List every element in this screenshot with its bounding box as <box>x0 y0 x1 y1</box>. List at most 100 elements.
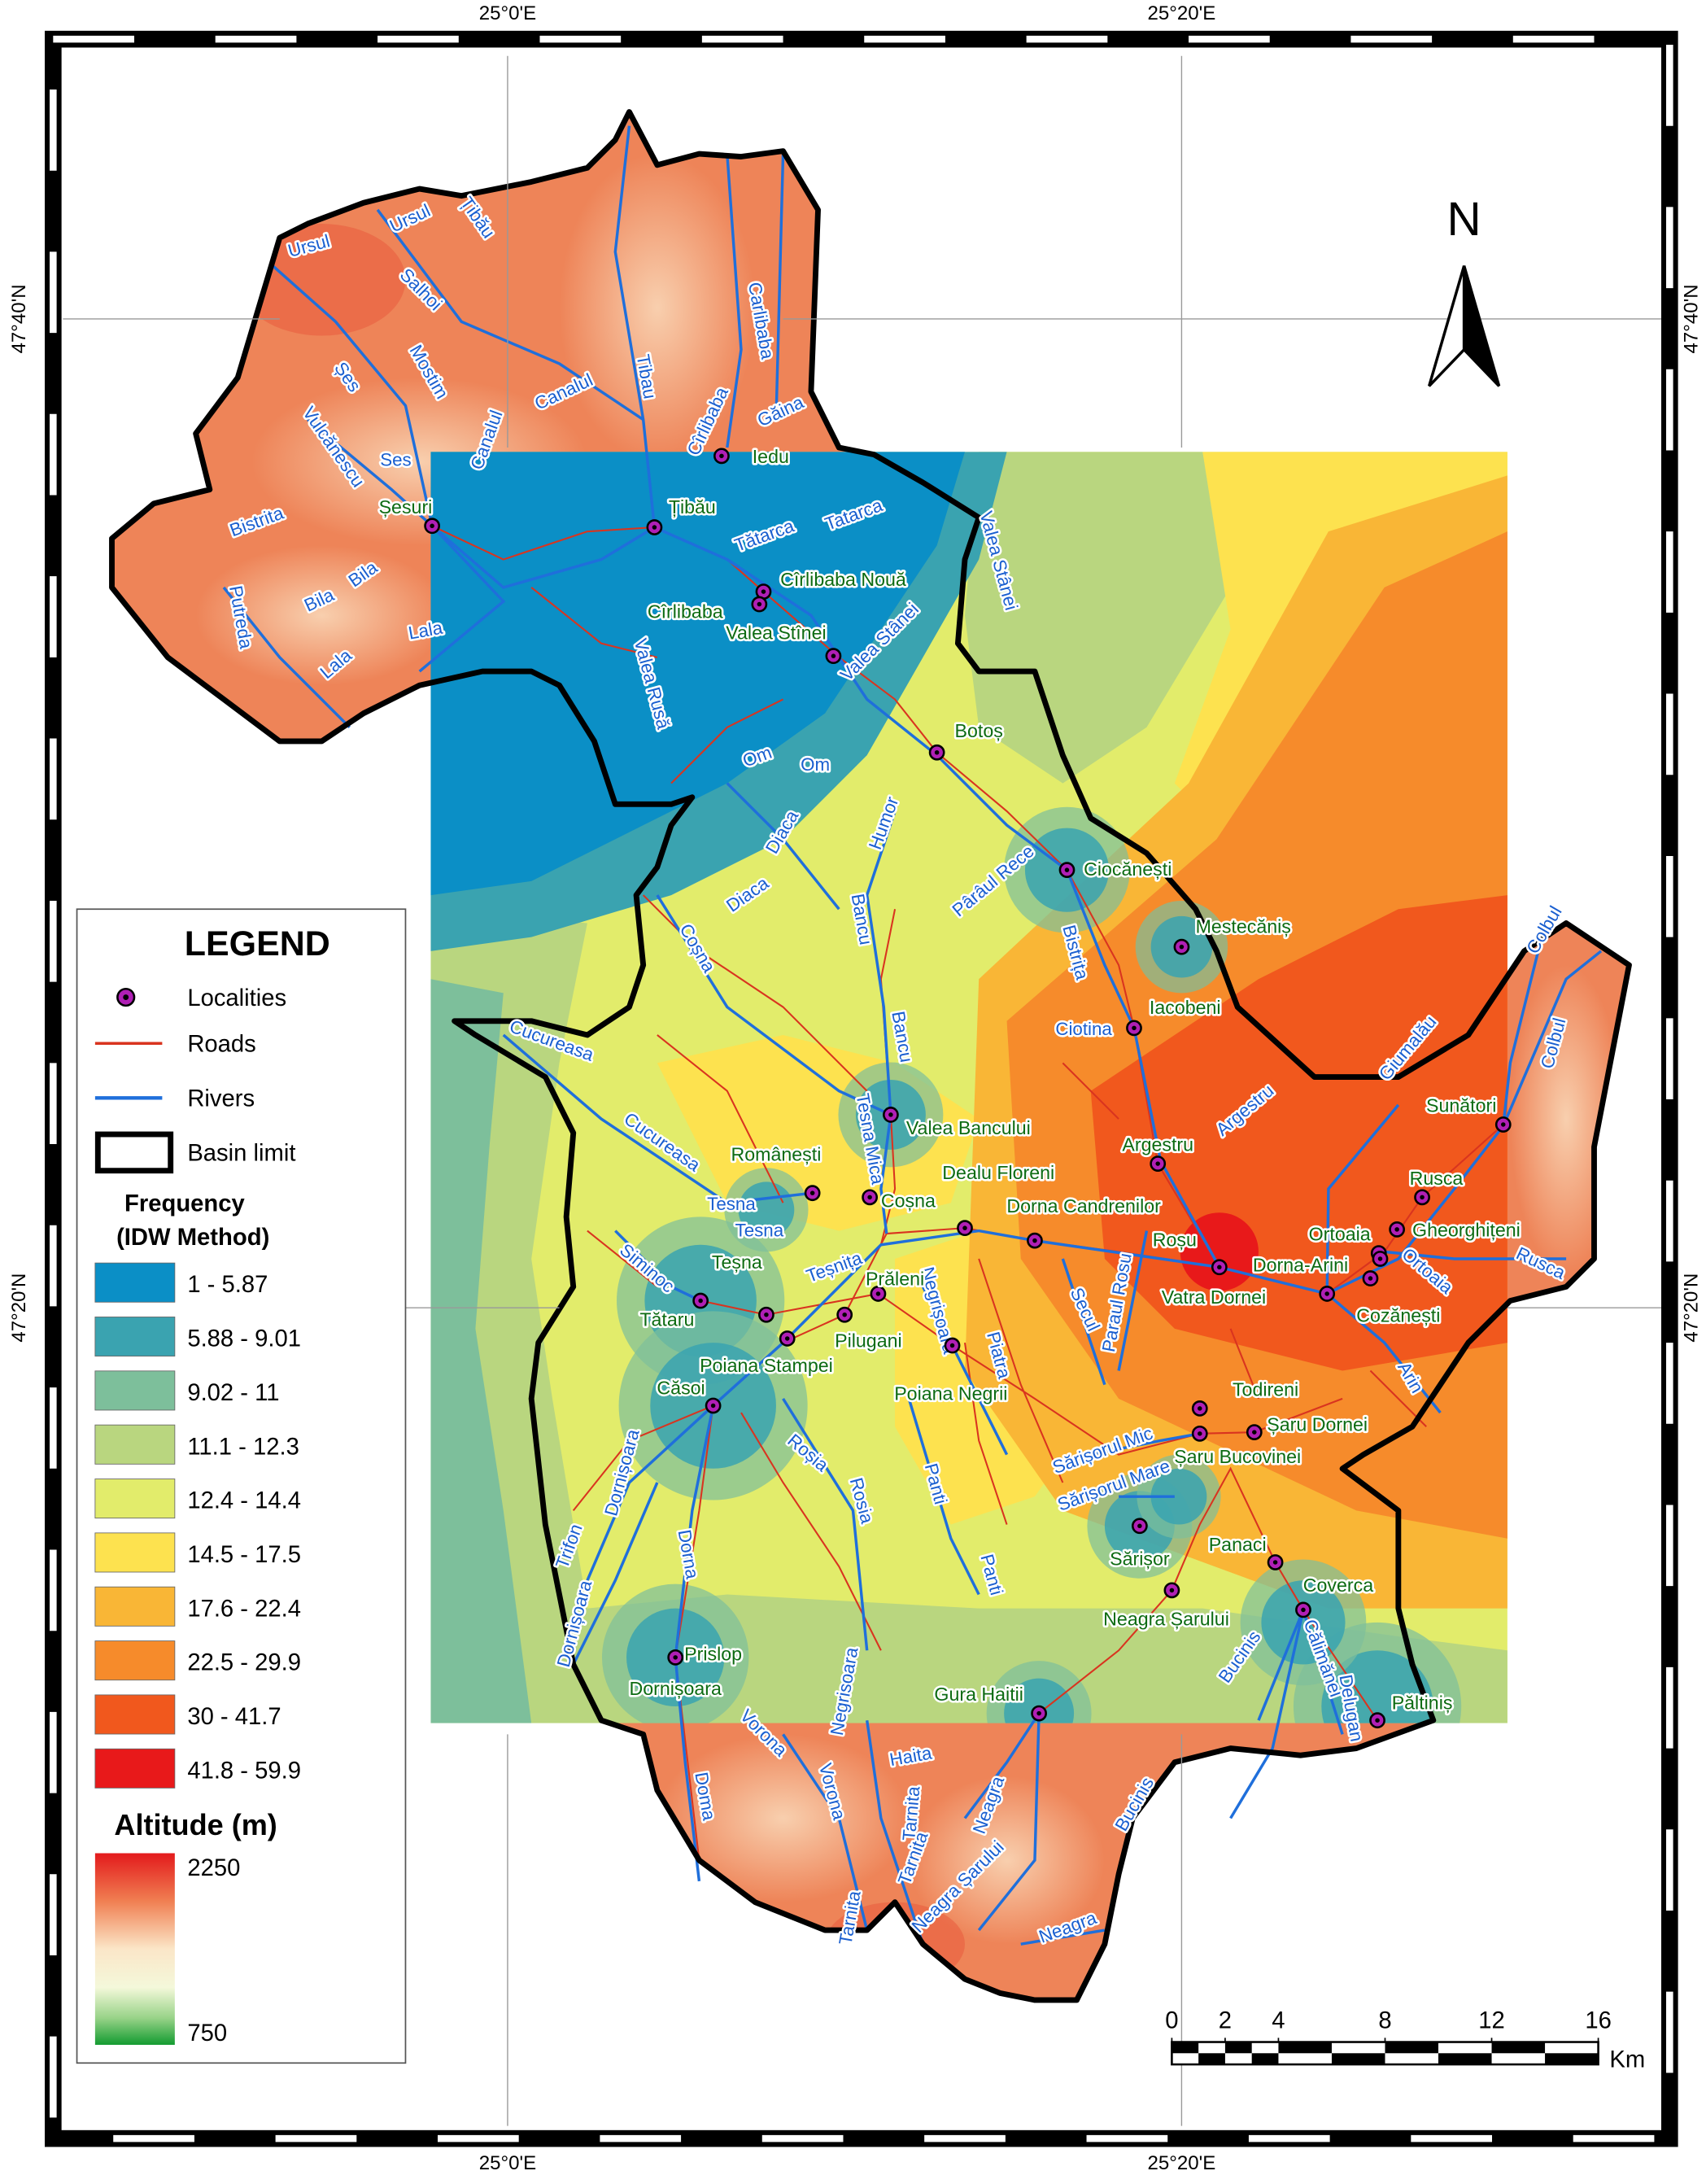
locality-label: Teșna <box>712 1251 762 1273</box>
legend-item: Roads <box>187 1032 255 1058</box>
scale-bar-unit: Km <box>1609 2046 1645 2073</box>
legend-class-label: 11.1 - 12.3 <box>187 1434 299 1460</box>
altitude-max: 2250 <box>187 1855 240 1881</box>
locality-label: Șesuri <box>379 496 433 518</box>
locality-label: Păltiniș <box>1392 1692 1453 1713</box>
locality-label: Mestecăniș <box>1196 915 1291 937</box>
locality-label: Sărișor <box>1110 1548 1170 1569</box>
north-arrow: N <box>1428 193 1501 387</box>
locality-marker-dot <box>962 1225 967 1230</box>
locality-label: Șaru Bucovinei <box>1174 1446 1301 1467</box>
locality-marker-dot <box>1036 1710 1041 1716</box>
legend-swatch <box>94 1694 176 1735</box>
relief-valley <box>657 1734 910 1902</box>
locality-label: Dorna-Arini <box>1253 1254 1348 1275</box>
locality-marker-dot <box>1272 1560 1278 1565</box>
scale-bar-segment <box>1224 2042 1252 2054</box>
locality-label: Șaru Dornei <box>1267 1413 1368 1435</box>
legend-basin-symbol <box>94 1131 174 1174</box>
locality-marker-dot <box>652 525 657 530</box>
legend-swatch <box>94 1640 176 1681</box>
river-label: Tesna <box>707 1194 756 1214</box>
locality-label: Ortoaia <box>1309 1224 1371 1245</box>
legend-class-label: 30 - 41.7 <box>187 1704 281 1730</box>
road <box>700 1292 1343 1456</box>
legend-class-label: 41.8 - 59.9 <box>187 1758 301 1784</box>
locality-label: Cîrlibaba Nouă <box>780 569 906 590</box>
idw-zone <box>1261 1580 1346 1665</box>
locality-label: Prislop <box>684 1643 742 1664</box>
locality-marker-dot <box>1198 1406 1202 1411</box>
locality-marker-dot <box>757 601 762 607</box>
relief-peak <box>238 224 406 336</box>
locality-label: Pilugani <box>835 1330 902 1351</box>
legend-class-label: 14.5 - 17.5 <box>187 1542 301 1568</box>
locality-label: Dorna Candrenilor <box>1006 1195 1161 1216</box>
locality-label: Tătaru <box>639 1308 694 1330</box>
legend-locality-symbol-dot <box>123 994 129 1000</box>
legend-item: Basin limit <box>187 1141 295 1167</box>
legend-swatch <box>94 1586 176 1627</box>
legend-item: Rivers <box>187 1086 255 1112</box>
legend-swatch <box>94 1748 176 1789</box>
locality-marker-dot <box>1217 1265 1222 1270</box>
locality-marker-dot <box>1252 1430 1257 1435</box>
locality-label: Panaci <box>1209 1534 1267 1555</box>
locality-marker-dot <box>430 523 434 529</box>
locality-marker-dot <box>875 1291 881 1296</box>
locality-marker-dot <box>934 749 940 755</box>
river-label: Ses <box>380 449 411 470</box>
locality-marker-dot <box>949 1343 955 1348</box>
legend-swatch <box>94 1262 176 1303</box>
scale-bar-segment <box>1438 2053 1492 2065</box>
locality-label: Argestru <box>1122 1134 1193 1155</box>
river <box>921 950 1567 1456</box>
locality-marker-dot <box>1375 1718 1380 1723</box>
scale-bar-label: 4 <box>1272 2007 1285 2033</box>
frequency-title: Frequency <box>124 1191 246 1217</box>
locality-marker-dot <box>1324 1291 1329 1296</box>
scale-bar-segment <box>1385 2042 1439 2054</box>
scale-bar-label: 0 <box>1165 2007 1178 2033</box>
scale-bar-label: 8 <box>1378 2007 1391 2033</box>
idw-zone <box>1321 1650 1433 1723</box>
locality-label: Valea Bancului <box>906 1117 1031 1138</box>
road <box>530 587 1427 1651</box>
idw-zone <box>430 979 532 1723</box>
locality-label: Coșna <box>881 1190 936 1211</box>
locality-label: Dornișoara <box>629 1678 722 1699</box>
scale-bar: 0 2 4 8 12 16 Km <box>1165 2007 1645 2073</box>
locality-label: Roșu <box>1153 1230 1197 1251</box>
relief-valley <box>559 154 756 462</box>
river <box>222 125 785 729</box>
locality-label: Cîrlibaba <box>648 601 723 622</box>
locality-label: Todireni <box>1233 1378 1298 1400</box>
locality-marker-dot <box>784 1336 790 1341</box>
scale-bar-segment <box>1491 2042 1546 2054</box>
scale-bar-segment <box>1172 2042 1199 2054</box>
legend-item: Localities <box>187 985 286 1011</box>
locality-label: Neagra Șarului <box>1103 1608 1229 1629</box>
locality-marker-dot <box>1032 1238 1037 1243</box>
scale-bar-segment <box>1278 2042 1332 2054</box>
locality-marker-dot <box>1155 1161 1160 1166</box>
locality-marker-dot <box>698 1298 703 1304</box>
scale-bar-segment <box>1331 2053 1385 2065</box>
legend-class-label: 22.5 - 29.9 <box>187 1650 301 1676</box>
scale-bar-segment <box>1251 2053 1279 2065</box>
locality-marker-dot <box>1137 1523 1142 1529</box>
river-label: Ciotina <box>1055 1019 1112 1039</box>
rivers <box>222 125 1603 1946</box>
coordinate-label: 47°20'N <box>8 1273 30 1343</box>
frequency-title: (IDW Method) <box>116 1225 269 1251</box>
idw-zone <box>1004 1678 1075 1723</box>
locality-marker-dot <box>719 453 724 459</box>
idw-zone <box>965 452 1231 784</box>
coordinate-label: 25°20'E <box>1148 2152 1216 2174</box>
locality-label: Gheorghițeni <box>1412 1219 1521 1240</box>
legend-swatch <box>94 1532 176 1573</box>
locality-label: Țibău <box>669 496 716 518</box>
scale-bar-label: 2 <box>1219 2007 1232 2033</box>
river-label: Om <box>801 754 830 775</box>
